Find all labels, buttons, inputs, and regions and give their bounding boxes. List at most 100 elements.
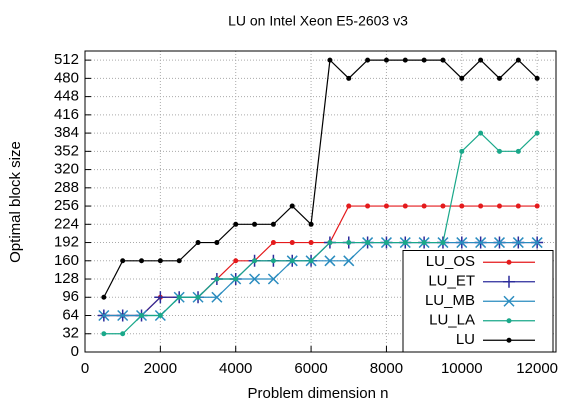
marker — [440, 240, 446, 246]
y-tick-label: 0 — [71, 343, 79, 360]
marker — [421, 240, 427, 246]
y-axis-label: Optimal block size — [7, 141, 24, 263]
y-tick-label: 480 — [54, 69, 79, 86]
marker — [503, 295, 515, 307]
y-tick-label: 32 — [62, 325, 79, 342]
marker — [270, 258, 276, 264]
y-tick-label: 256 — [54, 197, 79, 214]
marker — [289, 203, 295, 209]
marker — [459, 75, 465, 81]
marker — [252, 221, 258, 227]
x-tick-label: 10000 — [441, 360, 483, 377]
y-tick-label: 96 — [62, 288, 79, 305]
series-line — [103, 132, 538, 335]
y-tick-label: 448 — [54, 88, 79, 105]
legend-label: LU — [456, 331, 475, 348]
x-tick-label: 4000 — [219, 360, 252, 377]
marker — [195, 240, 201, 246]
marker — [139, 313, 145, 319]
marker — [120, 258, 126, 264]
marker — [515, 203, 521, 209]
marker — [327, 240, 333, 246]
marker — [383, 57, 389, 63]
y-tick-label: 128 — [54, 270, 79, 287]
marker — [515, 57, 521, 63]
plot-frame — [84, 50, 557, 353]
marker — [117, 309, 129, 322]
marker — [101, 331, 107, 337]
legend-label: LU_MB — [425, 292, 475, 309]
series-line — [103, 58, 538, 298]
marker — [478, 57, 484, 63]
marker — [383, 240, 389, 246]
y-tick-label: 512 — [54, 51, 79, 68]
x-tick-label: 2000 — [144, 360, 177, 377]
marker — [233, 276, 239, 282]
marker — [506, 318, 512, 324]
marker — [157, 313, 163, 319]
y-tick-label: 192 — [54, 234, 79, 251]
x-tick-label: 6000 — [294, 360, 327, 377]
marker — [346, 203, 352, 209]
marker — [157, 258, 163, 264]
marker — [421, 203, 427, 209]
marker — [531, 237, 543, 249]
marker — [440, 57, 446, 63]
marker — [440, 203, 446, 209]
marker — [327, 57, 333, 63]
marker — [289, 240, 295, 246]
x-tick-label: 0 — [81, 360, 89, 377]
marker — [214, 276, 220, 282]
marker — [365, 203, 371, 209]
marker — [534, 203, 540, 209]
marker — [402, 203, 408, 209]
marker — [365, 57, 371, 63]
x-tick-label: 8000 — [370, 360, 403, 377]
marker — [478, 130, 484, 136]
y-tick-label: 224 — [54, 215, 79, 232]
marker — [493, 237, 506, 249]
marker — [515, 148, 521, 154]
y-tick-label: 320 — [54, 161, 79, 178]
marker — [421, 57, 427, 63]
marker — [139, 258, 145, 264]
marker — [195, 294, 201, 300]
marker — [252, 258, 258, 264]
marker — [346, 240, 352, 246]
marker — [267, 273, 279, 285]
marker — [308, 258, 314, 264]
marker — [402, 57, 408, 63]
marker — [459, 203, 465, 209]
marker — [308, 240, 314, 246]
marker — [534, 130, 540, 136]
marker — [478, 203, 484, 209]
y-tick-label: 416 — [54, 106, 79, 123]
marker — [534, 75, 540, 81]
marker — [459, 148, 465, 154]
marker — [324, 255, 336, 267]
marker — [512, 237, 524, 249]
marker — [211, 291, 223, 303]
y-tick-label: 160 — [54, 252, 79, 269]
marker — [249, 273, 261, 285]
marker — [98, 309, 110, 322]
y-tick-label: 384 — [54, 124, 79, 141]
chart-title: LU on Intel Xeon E5-2603 v3 — [228, 13, 408, 29]
x-tick-label: 12000 — [516, 360, 558, 377]
marker — [496, 148, 502, 154]
marker — [456, 237, 468, 249]
marker — [270, 240, 276, 246]
y-tick-label: 288 — [54, 179, 79, 196]
marker — [475, 237, 487, 249]
marker — [496, 203, 502, 209]
marker — [346, 75, 352, 81]
marker — [506, 337, 512, 343]
marker — [154, 291, 167, 304]
marker — [101, 294, 107, 300]
x-axis-label: Problem dimension n — [248, 385, 389, 402]
marker — [289, 258, 295, 264]
marker — [176, 294, 182, 300]
marker — [120, 331, 126, 337]
marker — [214, 240, 220, 246]
